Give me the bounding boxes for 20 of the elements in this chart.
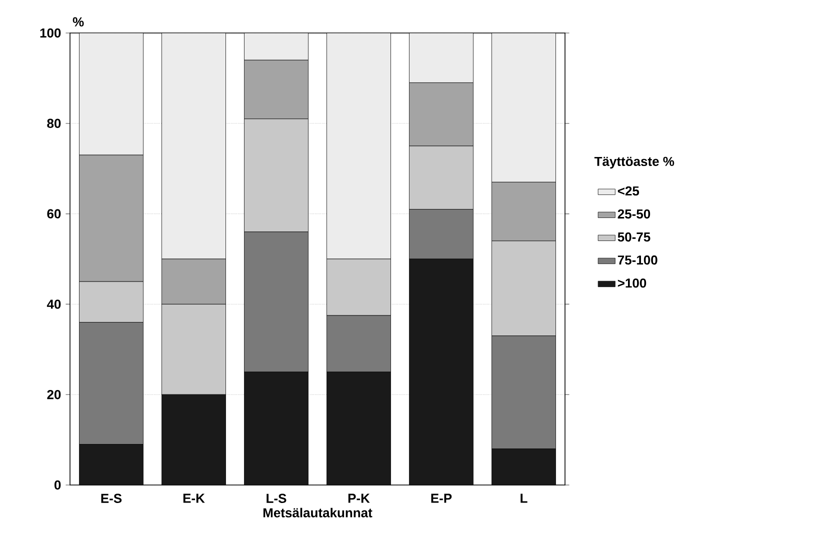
x-tick-label: E-P — [431, 494, 452, 503]
x-tick-label: P-K — [348, 494, 370, 503]
legend-label: 50-75 — [618, 232, 650, 242]
legend-label: <25 — [618, 186, 640, 196]
y-tick-label: 20 — [47, 390, 61, 400]
y-tick-label: 80 — [47, 118, 61, 128]
y-tick-label: 40 — [46, 300, 61, 309]
x-tick-label: L-S — [266, 494, 286, 503]
y-tick-label: 60 — [47, 209, 61, 218]
x-tick-label: L — [520, 494, 528, 503]
legend-label: >100 — [618, 278, 646, 288]
legend-label: 75-100 — [618, 255, 658, 265]
y-tick-label: 100 — [40, 28, 61, 38]
y-tick-label: 0 — [54, 480, 61, 490]
y-axis-title: % — [72, 17, 84, 26]
x-tick-label: E-S — [101, 494, 122, 503]
legend-title: Täyttöaste % — [594, 156, 674, 169]
x-axis-title: Metsälautakunnat — [263, 508, 372, 518]
legend-label: 25-50 — [618, 209, 650, 219]
x-tick-label: E-K — [183, 494, 205, 503]
